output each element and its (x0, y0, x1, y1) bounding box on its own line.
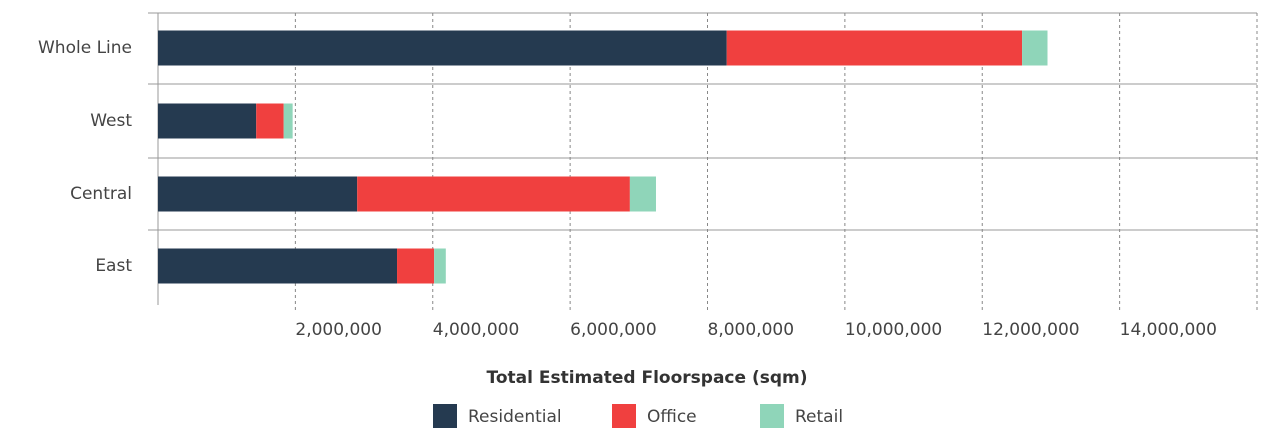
bar-segment (256, 103, 284, 139)
bar-segment (629, 176, 656, 212)
x-tick-label: 10,000,000 (845, 320, 942, 340)
bar-segment (397, 248, 435, 284)
bar-segment (158, 248, 398, 284)
legend-label: Retail (795, 407, 843, 427)
y-tick-label: West (90, 111, 132, 131)
bar-segment (158, 30, 727, 66)
x-tick-label: 2,000,000 (295, 320, 382, 340)
legend-swatch (760, 404, 784, 428)
x-tick-label: 8,000,000 (708, 320, 795, 340)
legend-label: Residential (468, 407, 562, 427)
legend-swatch (612, 404, 636, 428)
x-tick-label: 4,000,000 (433, 320, 520, 340)
bar-segment (158, 103, 257, 139)
bar-segment (283, 103, 293, 139)
x-tick-label: 6,000,000 (570, 320, 657, 340)
y-tick-label: East (95, 256, 132, 276)
legend-swatch (433, 404, 457, 428)
bar-segment (1022, 30, 1048, 66)
bar-segment (726, 30, 1023, 66)
x-tick-label: 14,000,000 (1120, 320, 1217, 340)
bar-segment (434, 248, 446, 284)
y-tick-label: Whole Line (38, 38, 132, 58)
x-tick-label: 12,000,000 (982, 320, 1079, 340)
legend-label: Office (647, 407, 697, 427)
bar-segment (357, 176, 630, 212)
x-axis-title: Total Estimated Floorspace (sqm) (487, 368, 808, 388)
y-tick-label: Central (70, 184, 132, 204)
bar-segment (158, 176, 358, 212)
